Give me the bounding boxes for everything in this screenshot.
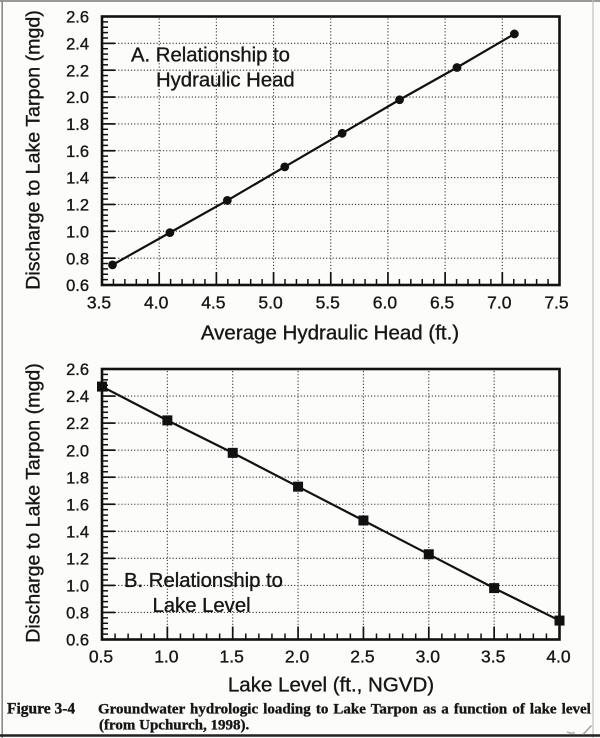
svg-text:2.6: 2.6 [66, 361, 89, 379]
svg-text:1.5: 1.5 [220, 647, 244, 667]
svg-text:5.0: 5.0 [258, 293, 283, 313]
svg-text:2.6: 2.6 [66, 9, 89, 27]
svg-text:1.4: 1.4 [66, 170, 89, 188]
svg-text:1.8: 1.8 [66, 116, 89, 134]
svg-text:1.0: 1.0 [66, 223, 89, 241]
svg-text:2.2: 2.2 [66, 62, 89, 80]
svg-text:Lake Level: Lake Level [153, 595, 251, 617]
svg-text:3.5: 3.5 [87, 293, 111, 313]
svg-text:7.0: 7.0 [487, 293, 512, 313]
svg-text:3.0: 3.0 [416, 647, 441, 667]
svg-text:2.5: 2.5 [350, 647, 374, 667]
svg-text:1.6: 1.6 [66, 143, 89, 161]
svg-text:Lake Level (ft., NGVD): Lake Level (ft., NGVD) [228, 674, 434, 697]
svg-text:2.0: 2.0 [66, 442, 89, 460]
svg-text:3.5: 3.5 [481, 647, 505, 667]
svg-text:1.8: 1.8 [66, 469, 89, 487]
svg-text:Hydraulic Head: Hydraulic Head [156, 70, 295, 92]
svg-text:2.4: 2.4 [66, 388, 89, 406]
svg-text:4.5: 4.5 [201, 293, 225, 313]
svg-text:0.6: 0.6 [66, 277, 89, 295]
svg-text:B. Relationship to: B. Relationship to [124, 570, 283, 592]
svg-text:0.6: 0.6 [66, 632, 89, 650]
svg-text:6.0: 6.0 [373, 293, 398, 313]
svg-text:6.5: 6.5 [430, 293, 454, 313]
svg-text:Figure 3-4: Figure 3-4 [7, 701, 75, 718]
svg-text:2.0: 2.0 [285, 647, 310, 667]
svg-text:1.2: 1.2 [66, 197, 89, 215]
svg-text:1.0: 1.0 [66, 578, 89, 596]
svg-text:2.2: 2.2 [66, 415, 89, 433]
svg-text:7.5: 7.5 [544, 293, 568, 313]
svg-text:(from Upchurch, 1998).: (from Upchurch, 1998). [99, 718, 250, 734]
svg-text:0.5: 0.5 [89, 647, 113, 667]
svg-text:0.8: 0.8 [66, 605, 89, 623]
svg-text:1.4: 1.4 [66, 523, 89, 541]
svg-text:4.0: 4.0 [144, 293, 169, 313]
svg-text:1.2: 1.2 [66, 550, 89, 568]
svg-text:Average Hydraulic Head (ft.): Average Hydraulic Head (ft.) [201, 322, 459, 345]
svg-text:Discharge to Lake Tarpon (mgd): Discharge to Lake Tarpon (mgd) [23, 10, 45, 290]
svg-text:0.8: 0.8 [66, 250, 89, 268]
svg-text:4.0: 4.0 [546, 647, 571, 667]
svg-text:A. Relationship to: A. Relationship to [131, 45, 290, 67]
svg-text:5.5: 5.5 [316, 293, 340, 313]
svg-text:2.0: 2.0 [66, 89, 89, 107]
svg-text:1.6: 1.6 [66, 496, 89, 514]
svg-text:2.4: 2.4 [66, 35, 89, 53]
svg-text:1.0: 1.0 [154, 647, 179, 667]
svg-text:Groundwater hydrologic loading: Groundwater hydrologic loading to Lake T… [98, 702, 591, 718]
svg-text:Discharge to Lake Tarpon (mgd): Discharge to Lake Tarpon (mgd) [23, 363, 45, 643]
